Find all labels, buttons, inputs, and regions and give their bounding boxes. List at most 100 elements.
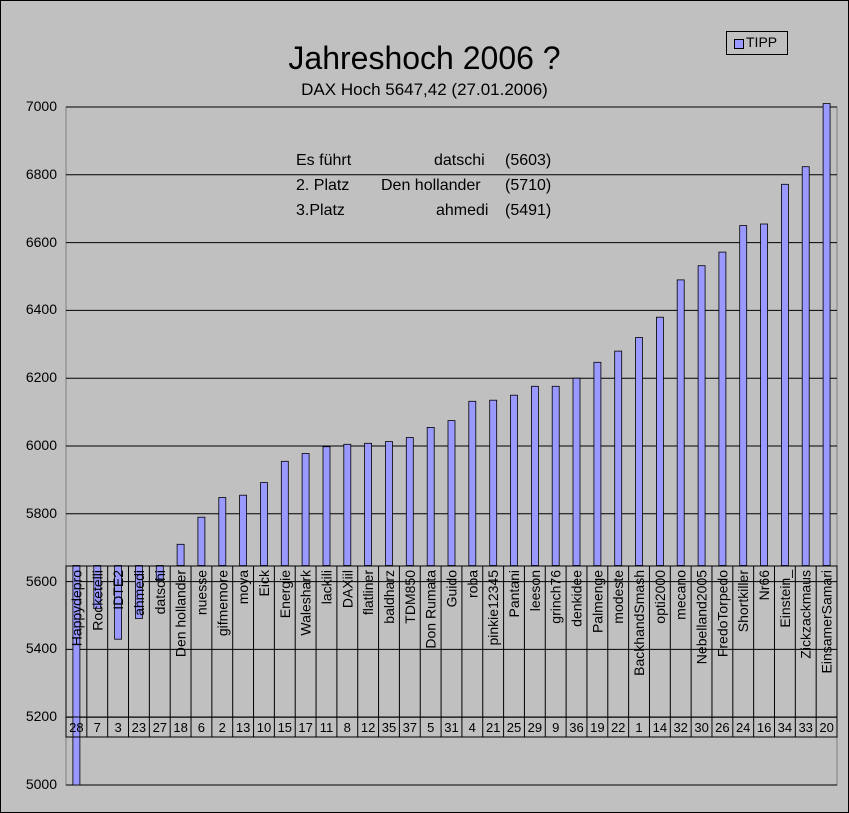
rank-label: 34 [778, 720, 792, 735]
rank-label: 33 [798, 720, 812, 735]
bar [760, 223, 768, 567]
category-label: moya [235, 570, 251, 604]
bar [197, 516, 206, 566]
y-tick-label: 6200 [25, 369, 57, 386]
bar [822, 103, 831, 566]
bar [510, 394, 518, 567]
rank-label: 13 [236, 720, 250, 735]
rank-label: 27 [153, 720, 167, 735]
bar [260, 482, 268, 566]
rank-label: 7 [94, 720, 101, 735]
rank-label: 1 [635, 720, 642, 735]
y-tick-label: 6600 [25, 233, 57, 250]
category-label: IDTE2 [110, 570, 126, 610]
rank-label: 9 [552, 720, 559, 735]
rank-label: 23 [132, 720, 146, 735]
rank-label: 16 [757, 720, 771, 735]
bars [72, 103, 831, 786]
y-tick-label: 6000 [25, 437, 57, 453]
category-table: Happydepro28Rocketelli7IDTE23ahmedi23dat… [65, 565, 838, 738]
rank-label: 32 [673, 720, 687, 735]
bar [322, 446, 331, 566]
category-label: Zickzackmaus [798, 570, 814, 659]
category-label: roba [464, 570, 480, 598]
category-label: Energie [277, 570, 293, 618]
annotation-value: (5710) [505, 177, 552, 194]
rank-label: 36 [569, 720, 583, 735]
bar [781, 183, 789, 566]
category-label: Nr66 [756, 570, 772, 601]
category-label: baldharz [381, 570, 397, 624]
bar [239, 494, 248, 567]
rank-label: 18 [173, 720, 187, 735]
category-label: Don Rumata [423, 570, 439, 649]
category-label: Rocketelli [89, 570, 105, 631]
rank-label: 17 [298, 720, 312, 735]
bar [468, 400, 477, 566]
bar [718, 251, 727, 566]
annotation-label: 2. Platz [296, 177, 350, 194]
annotation-name: Den hollander [381, 177, 481, 194]
legend-label: TIPP [746, 34, 778, 50]
category-label: opti2000 [652, 570, 668, 624]
rank-label: 29 [528, 720, 542, 735]
bar [801, 166, 810, 566]
bar [301, 453, 310, 566]
annotation-label: 3.Platz [296, 202, 345, 219]
category-label: denkidee [569, 570, 585, 627]
rank-label: 8 [344, 720, 351, 735]
rank-label: 14 [653, 720, 667, 735]
bar [656, 316, 664, 566]
rank-label: 26 [715, 720, 729, 735]
rank-label: 24 [736, 720, 750, 735]
category-label: gifmemore [214, 570, 230, 636]
y-tick-label: 5400 [25, 640, 57, 657]
bar [551, 385, 560, 566]
category-label: Guido [444, 570, 460, 608]
category-label: EinsamerSamari [819, 570, 835, 673]
y-tick-label: 5800 [25, 504, 57, 521]
bar [593, 361, 602, 566]
category-label: flatliner [360, 570, 376, 615]
bar [405, 437, 414, 566]
category-label: DAXiil [339, 570, 355, 608]
category-label: Eick [256, 569, 272, 596]
bar [218, 497, 227, 566]
category-label: Waleshark [298, 569, 314, 636]
rank-label: 37 [403, 720, 417, 735]
legend-swatch [734, 39, 744, 49]
category-label: Einstein_ [777, 570, 793, 628]
annotation-label: Es führt [296, 152, 352, 169]
category-label: Happydepro [68, 570, 84, 646]
bar [426, 426, 435, 566]
table-border [65, 565, 838, 738]
bar [697, 265, 706, 567]
rank-label: 4 [469, 720, 476, 735]
category-label: FredoTorpedo [714, 570, 730, 657]
category-label: BackhandSmash [631, 570, 647, 676]
y-tick-label: 5000 [25, 776, 57, 792]
bar [447, 420, 456, 566]
bar [364, 442, 373, 566]
rank-label: 3 [114, 720, 121, 735]
rank-label: 21 [486, 720, 500, 735]
bar [343, 443, 352, 566]
annotation-name: datschi [434, 152, 485, 169]
rank-label: 12 [361, 720, 375, 735]
rank-label: 35 [382, 720, 396, 735]
rank-label: 30 [694, 720, 708, 735]
rank-label: 15 [278, 720, 292, 735]
bar [531, 385, 539, 566]
category-label: TDM850 [402, 570, 418, 624]
category-label: Nebelland2005 [694, 570, 710, 664]
y-tick-label: 6800 [25, 165, 57, 182]
bar [739, 225, 748, 566]
category-label: nuesse [193, 570, 209, 615]
bar [635, 337, 643, 566]
category-label: Den hollander [173, 570, 189, 658]
y-tick-label: 6400 [25, 301, 57, 318]
rank-label: 10 [257, 720, 271, 735]
rank-label: 28 [69, 720, 83, 735]
